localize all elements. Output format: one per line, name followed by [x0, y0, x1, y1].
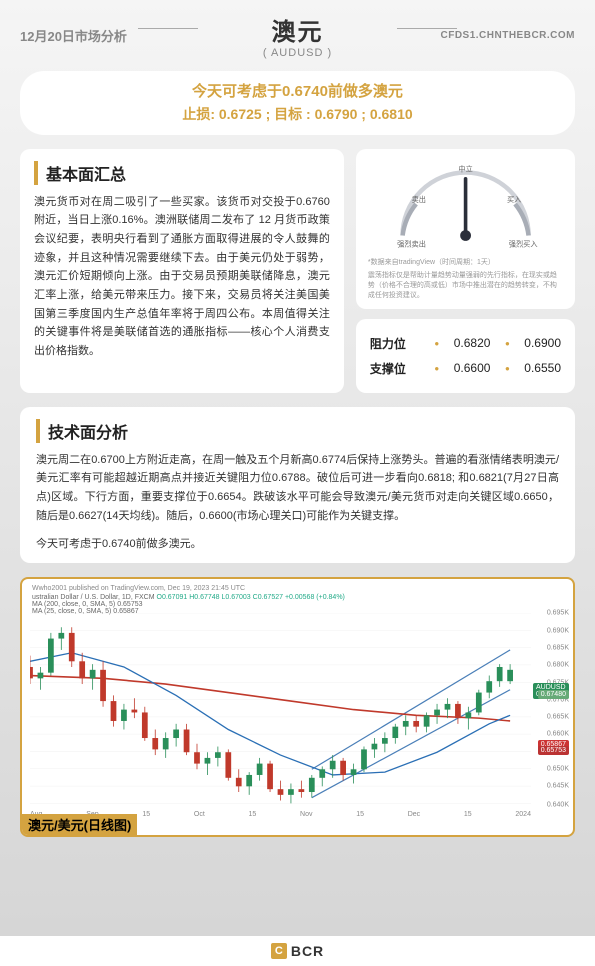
svg-text:强烈买入: 强烈买入 — [509, 239, 538, 248]
dot-icon: ● — [505, 364, 510, 373]
svg-text:中立: 中立 — [458, 164, 472, 173]
gauge-card: 强烈卖出 卖出 中立 买入 强烈买入 *数据来自tradingView（时间周期… — [356, 149, 575, 309]
chart-yaxis: 0.695K0.690K0.685K0.680K0.675K0.670K0.66… — [533, 613, 569, 805]
title-block: 澳元 ( AUDUSD ) — [193, 12, 401, 59]
price-chart-card: Wwho2001 published on TradingView.com, D… — [20, 577, 575, 837]
chart-label: 澳元/美元(日线图) — [22, 814, 137, 835]
support-label: 支撑位 — [370, 360, 420, 377]
dot-icon: ● — [434, 339, 439, 348]
resistance-val-2: 0.6900 — [524, 336, 561, 350]
candlestick-chart-icon — [30, 613, 531, 803]
gauge-note-title: *数据来自tradingView（时间周期：1天） — [364, 258, 567, 268]
dot-icon: ● — [505, 339, 510, 348]
page-title: 澳元 — [193, 12, 401, 47]
svg-text:买入: 买入 — [507, 195, 521, 204]
levels-card: 阻力位 ● 0.6820 ● 0.6900 支撑位 ● 0.6600 ● 0.6… — [356, 319, 575, 393]
fundamental-body: 澳元货币对在周二吸引了一些买家。该货币对交投于0.6760附近，当日上涨0.16… — [34, 193, 330, 361]
svg-text:卖出: 卖出 — [411, 195, 425, 204]
banner-line1: 今天可考虑于0.6740前做多澳元 — [32, 81, 563, 104]
recommendation-banner: 今天可考虑于0.6740前做多澳元 止损: 0.6725 ; 目标 : 0.67… — [20, 71, 575, 135]
resistance-label: 阻力位 — [370, 335, 420, 352]
chart-source: Wwho2001 published on TradingView.com, D… — [22, 579, 573, 594]
site-label: CFDS1.CHNTHEBCR.COM — [402, 30, 575, 41]
fundamental-card: 基本面汇总 澳元货币对在周二吸引了一些买家。该货币对交投于0.6760附近，当日… — [20, 149, 344, 393]
chart-meta-1: ustralian Dollar / U.S. Dollar, 1D, FXCM… — [22, 594, 573, 601]
banner-line2: 止损: 0.6725 ; 目标 : 0.6790 ; 0.6810 — [32, 104, 563, 125]
sentiment-gauge-icon: 强烈卖出 卖出 中立 买入 强烈买入 — [364, 159, 567, 249]
brand-name: BCR — [291, 943, 324, 959]
technical-body: 澳元周二在0.6700上方附近走高，在周一触及五个月新高0.6774后保持上涨势… — [36, 451, 559, 526]
technical-card: 技术面分析 澳元周二在0.6700上方附近走高，在周一触及五个月新高0.6774… — [20, 407, 575, 564]
support-val-1: 0.6600 — [454, 361, 491, 375]
support-val-2: 0.6550 — [524, 361, 561, 375]
technical-conclusion: 今天可考虑于0.6740前做多澳元。 — [36, 535, 559, 551]
technical-title: 技术面分析 — [36, 419, 559, 443]
page-footer: C BCR — [0, 936, 595, 966]
chart-meta-2: MA (200, close, 0, SMA, 5) 0.65753 — [22, 601, 573, 608]
page-header: 12月20日市场分析 澳元 ( AUDUSD ) CFDS1.CHNTHEBCR… — [0, 0, 595, 63]
brand-logo-icon: C — [271, 943, 287, 959]
svg-text:强烈卖出: 强烈卖出 — [397, 239, 426, 248]
resistance-val-1: 0.6820 — [454, 336, 491, 350]
dot-icon: ● — [434, 364, 439, 373]
gauge-note-body: 震荡指标仅是帮助计量趋势动量强弱的先行指标，在现实或趋势（价格不合理的高或低）市… — [364, 271, 567, 300]
page-subtitle: ( AUDUSD ) — [193, 47, 401, 59]
fundamental-title: 基本面汇总 — [34, 161, 330, 185]
